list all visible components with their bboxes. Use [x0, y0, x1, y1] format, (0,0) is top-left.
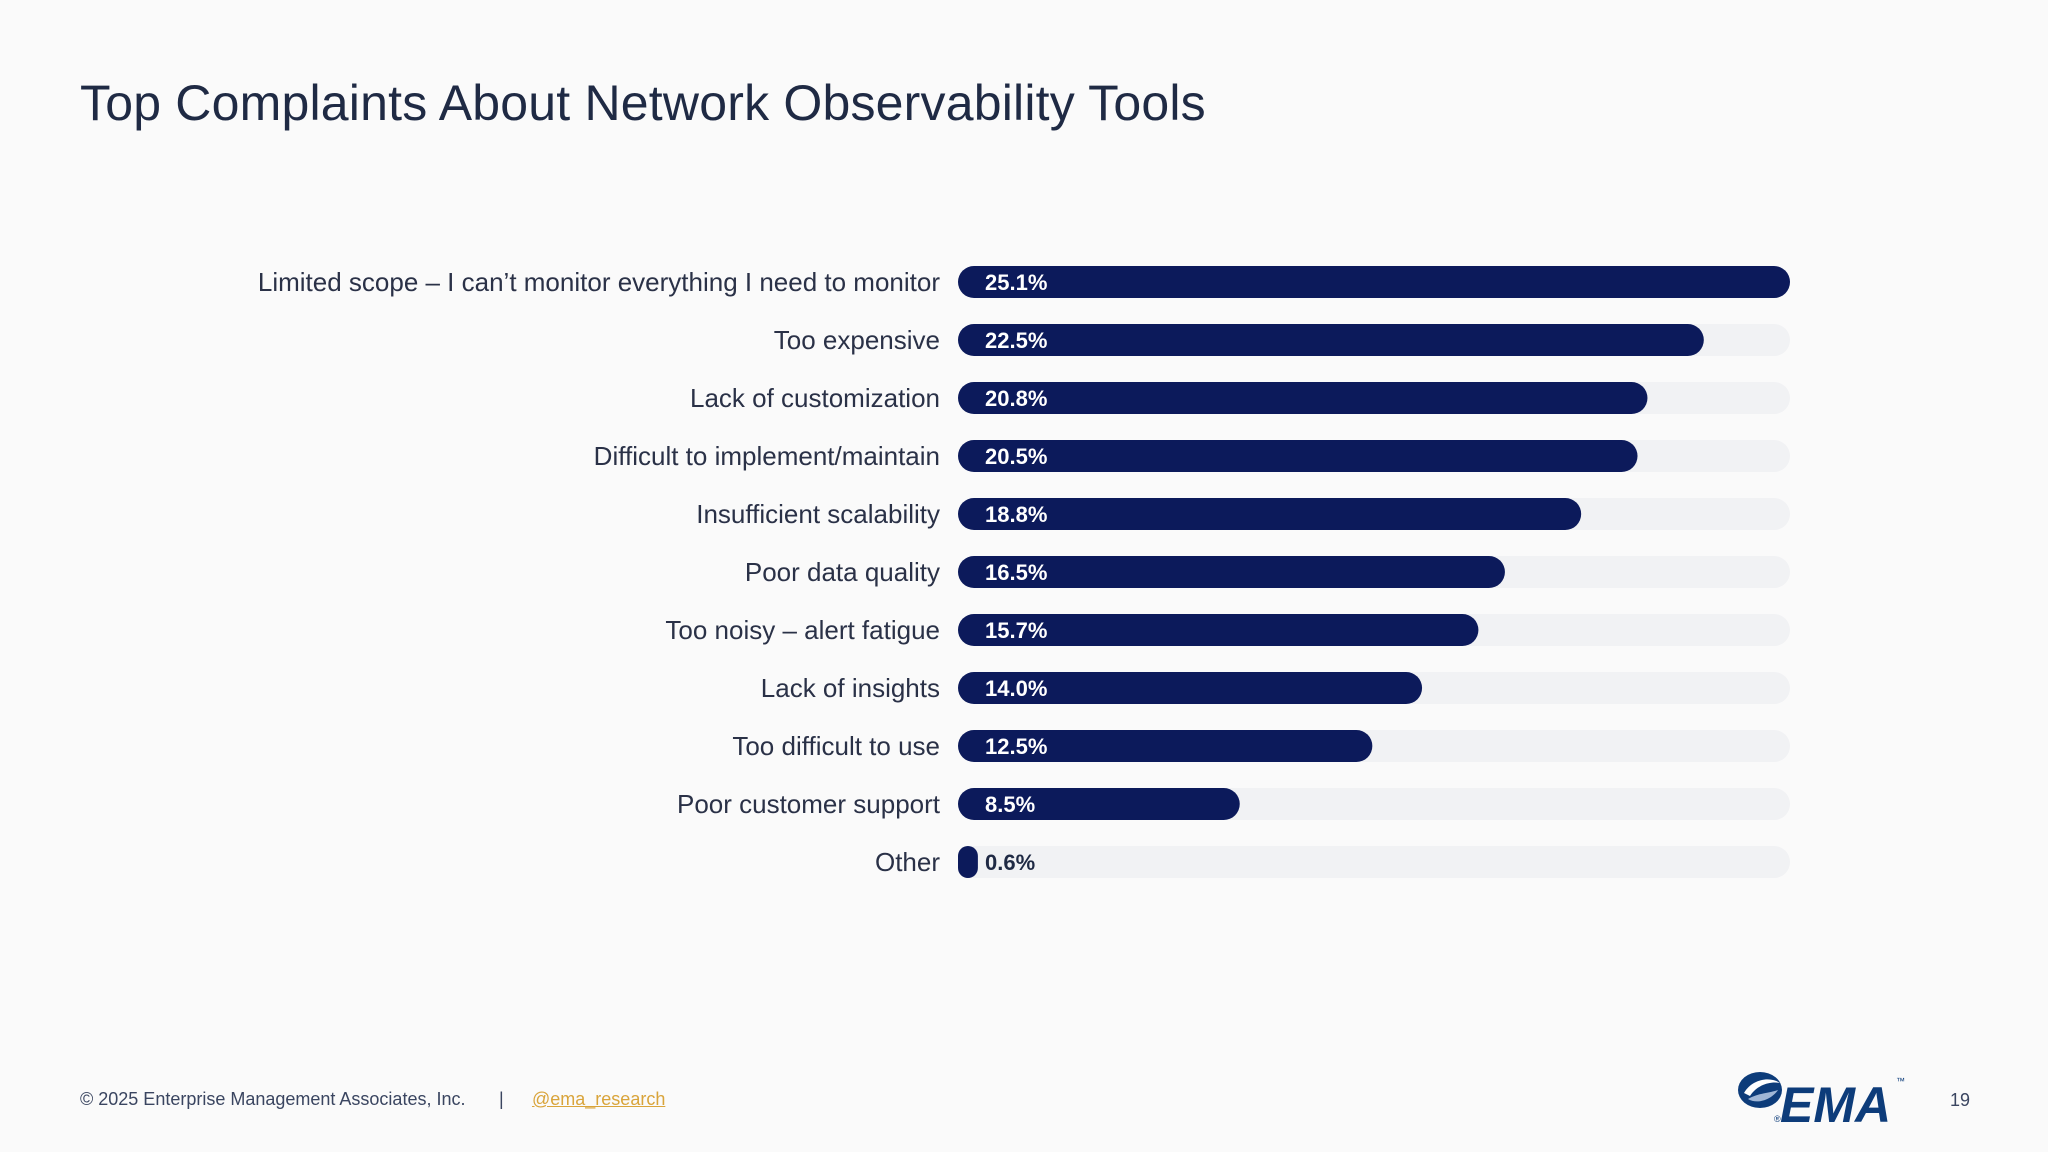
- bar: [958, 614, 1479, 646]
- bar: [958, 846, 978, 878]
- value-label: 8.5%: [985, 792, 1035, 817]
- page-number: 19: [1950, 1090, 1971, 1110]
- value-label: 15.7%: [985, 618, 1047, 643]
- category-label: Other: [875, 847, 940, 877]
- bar: [958, 788, 1240, 820]
- value-label: 16.5%: [985, 560, 1047, 585]
- footer-copyright: © 2025 Enterprise Management Associates,…: [80, 1089, 466, 1109]
- social-handle-link[interactable]: @ema_research: [532, 1089, 666, 1109]
- category-label: Too noisy – alert fatigue: [665, 615, 940, 645]
- category-label: Lack of insights: [761, 673, 940, 703]
- category-label: Difficult to implement/maintain: [594, 441, 940, 471]
- value-label: 25.1%: [985, 270, 1047, 295]
- bar: [958, 672, 1423, 704]
- category-label: Poor customer support: [677, 789, 941, 819]
- category-label: Limited scope – I can’t monitor everythi…: [258, 267, 940, 297]
- page-title: Top Complaints About Network Observabili…: [80, 75, 1206, 131]
- ema-logo: EMA ® ™: [1738, 1072, 1905, 1126]
- bar: [958, 382, 1648, 414]
- category-label: Too expensive: [774, 325, 940, 355]
- bar: [958, 266, 1790, 298]
- ema-swoosh-icon: [1738, 1072, 1782, 1108]
- ema-logo-text: EMA: [1780, 1077, 1891, 1126]
- bar: [958, 556, 1505, 588]
- value-label: 22.5%: [985, 328, 1047, 353]
- bar: [958, 498, 1582, 530]
- ema-registered-mark: ®: [1774, 1114, 1781, 1124]
- footer-separator: |: [499, 1089, 504, 1109]
- category-label: Insufficient scalability: [696, 499, 940, 529]
- value-label: 20.8%: [985, 386, 1047, 411]
- category-label: Lack of customization: [690, 383, 940, 413]
- ema-trademark: ™: [1896, 1076, 1905, 1086]
- bar: [958, 324, 1704, 356]
- bar: [958, 730, 1373, 762]
- value-label: 14.0%: [985, 676, 1047, 701]
- value-label: 20.5%: [985, 444, 1047, 469]
- category-label: Poor data quality: [745, 557, 940, 587]
- value-label: 0.6%: [985, 850, 1035, 875]
- bar-track: [958, 846, 1790, 878]
- bar: [958, 440, 1638, 472]
- category-label: Too difficult to use: [732, 731, 940, 761]
- value-label: 12.5%: [985, 734, 1047, 759]
- value-label: 18.8%: [985, 502, 1047, 527]
